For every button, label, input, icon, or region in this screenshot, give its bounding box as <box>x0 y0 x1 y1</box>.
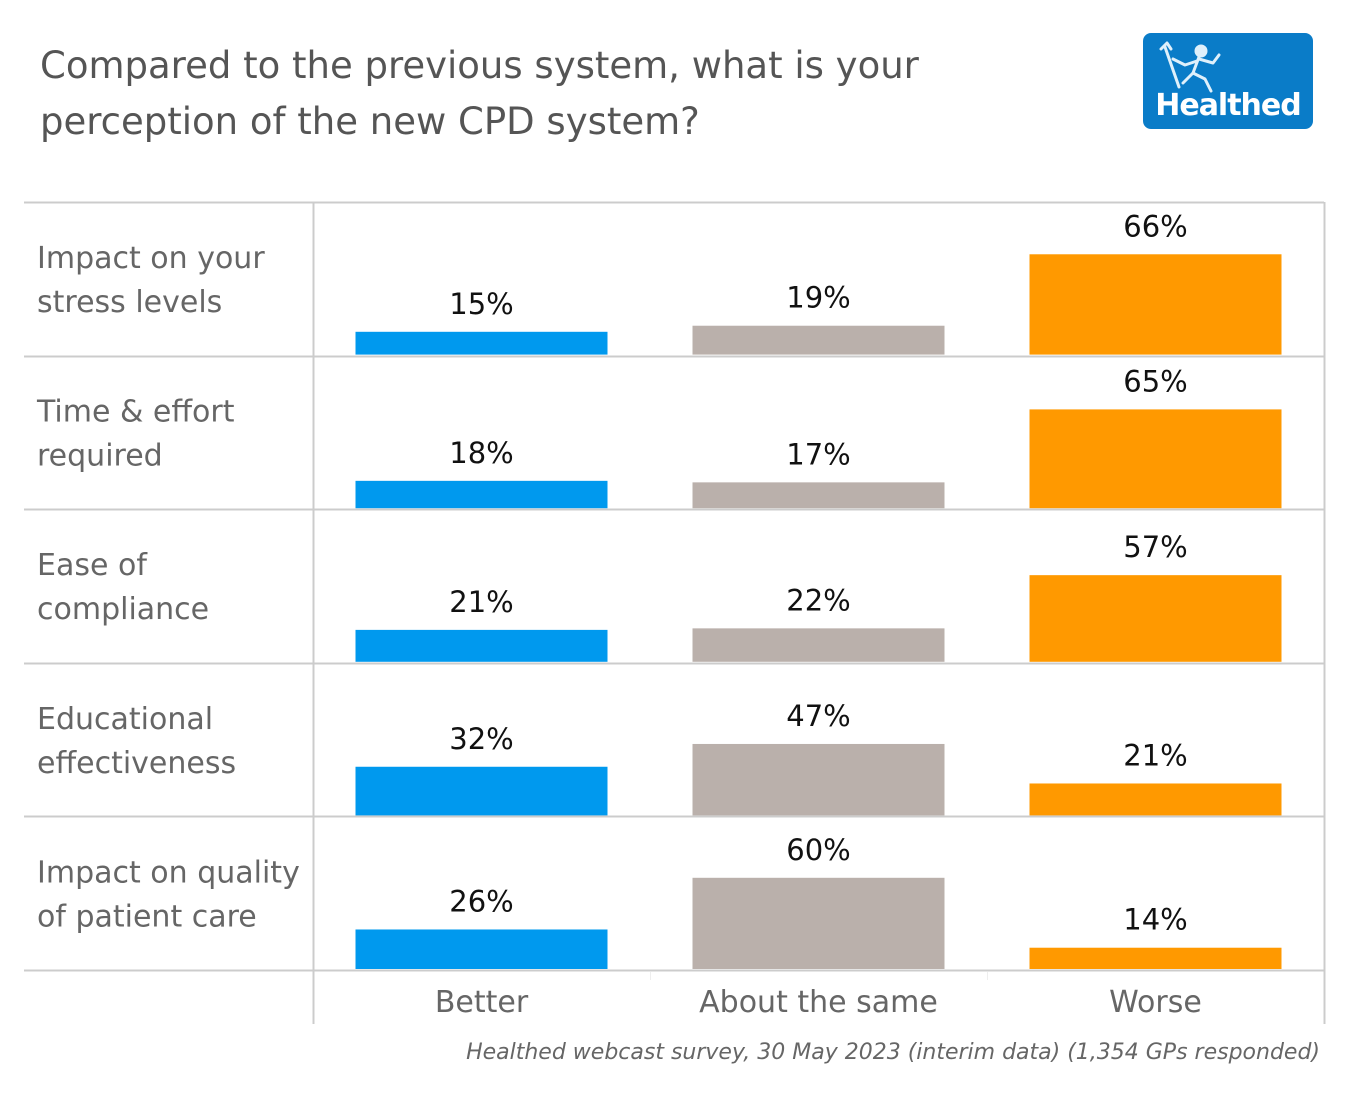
value-label: 21% <box>1123 738 1187 772</box>
chart-title-line-2: perception of the new CPD system? <box>40 100 700 143</box>
value-label: 15% <box>449 287 513 321</box>
category-label: About the same <box>699 985 938 1020</box>
healthed-logo: Healthed <box>1143 33 1313 129</box>
row-label-line: Time & effort <box>36 395 235 430</box>
row-label: Time & effort required <box>36 395 235 474</box>
bar-worse <box>1029 575 1282 662</box>
row-label: Impact on quality of patient care <box>37 855 300 934</box>
bar-better <box>355 629 608 662</box>
row-label-line: stress levels <box>37 285 222 320</box>
row-label-line: of patient care <box>37 899 257 934</box>
bar-worse <box>1029 254 1282 355</box>
row-label: Educational effectiveness <box>37 702 236 781</box>
bar-about-the-same <box>692 877 945 969</box>
bar-worse <box>1029 783 1282 816</box>
row-label-line: effectiveness <box>37 746 236 781</box>
value-label: 26% <box>449 884 513 918</box>
source-note: Healthed webcast survey, 30 May 2023 (in… <box>466 1040 1320 1065</box>
value-label: 65% <box>1123 364 1187 398</box>
row-label-line: required <box>37 439 163 474</box>
value-label: 14% <box>1123 903 1187 937</box>
value-label: 18% <box>449 436 513 470</box>
row-label-line: Educational <box>37 702 213 737</box>
bar-better <box>355 331 608 355</box>
bar-worse <box>1029 947 1282 969</box>
bar-better <box>355 766 608 816</box>
bar-about-the-same <box>692 325 945 355</box>
row-label-line: Impact on your <box>37 241 265 276</box>
category-label: Worse <box>1109 985 1202 1020</box>
value-label: 57% <box>1123 530 1187 564</box>
value-label: 66% <box>1123 209 1187 243</box>
running-hermes-figure-icon <box>1159 41 1221 93</box>
value-label: 60% <box>786 833 850 867</box>
bar-about-the-same <box>692 482 945 509</box>
value-label: 19% <box>786 281 850 315</box>
logo-text: Healthed <box>1155 88 1302 123</box>
bar-better <box>355 480 608 509</box>
value-label: 21% <box>449 585 513 619</box>
value-label: 17% <box>786 437 850 471</box>
value-label: 32% <box>449 722 513 756</box>
value-label: 47% <box>786 699 850 733</box>
value-label: 22% <box>786 583 850 617</box>
bar-worse <box>1029 409 1282 509</box>
category-label: Better <box>435 985 529 1020</box>
bar-about-the-same <box>692 628 945 662</box>
bar-about-the-same <box>692 743 945 816</box>
bar-better <box>355 929 608 969</box>
row-label-line: Impact on quality <box>37 855 300 890</box>
row-label: Impact on your stress levels <box>37 241 265 320</box>
chart-title: Compared to the previous system, what is… <box>40 38 1040 150</box>
chart-title-line-1: Compared to the previous system, what is… <box>40 44 919 87</box>
row-label-line: Ease of <box>37 548 148 583</box>
row-label: Ease of compliance <box>37 548 209 627</box>
row-label-line: compliance <box>37 592 209 627</box>
